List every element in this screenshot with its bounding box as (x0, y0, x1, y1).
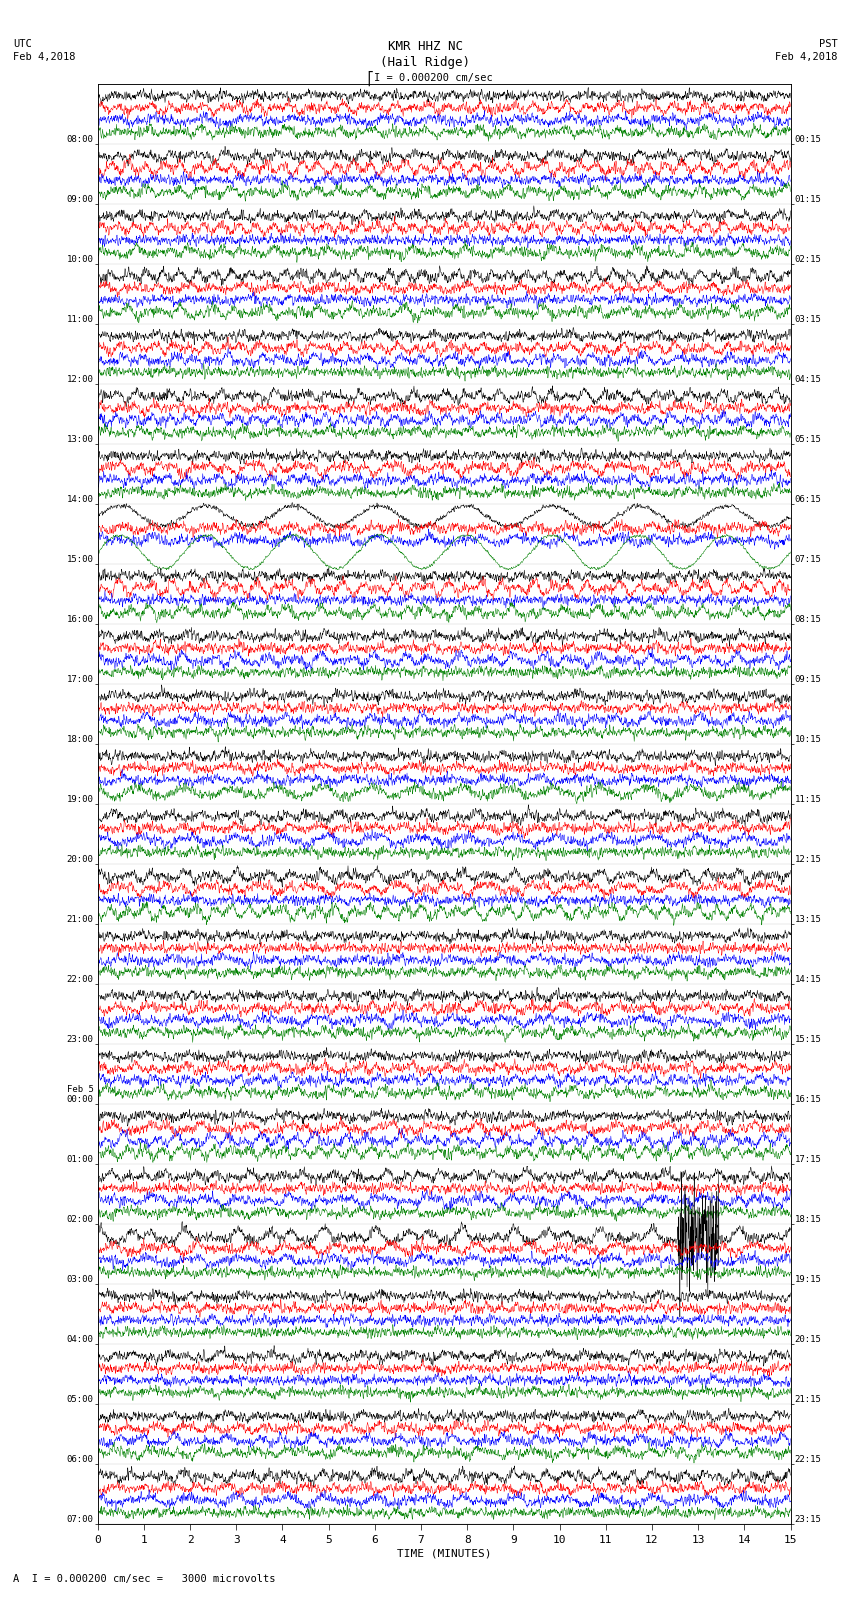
Text: A  I = 0.000200 cm/sec =   3000 microvolts: A I = 0.000200 cm/sec = 3000 microvolts (13, 1574, 275, 1584)
Text: (Hail Ridge): (Hail Ridge) (380, 56, 470, 69)
Text: I = 0.000200 cm/sec: I = 0.000200 cm/sec (374, 73, 493, 82)
Text: PST: PST (819, 39, 837, 48)
X-axis label: TIME (MINUTES): TIME (MINUTES) (397, 1548, 491, 1558)
Text: Feb 4,2018: Feb 4,2018 (13, 52, 76, 61)
Text: Feb 4,2018: Feb 4,2018 (774, 52, 837, 61)
Text: KMR HHZ NC: KMR HHZ NC (388, 40, 462, 53)
Text: ⎡: ⎡ (366, 71, 373, 85)
Text: UTC: UTC (13, 39, 31, 48)
